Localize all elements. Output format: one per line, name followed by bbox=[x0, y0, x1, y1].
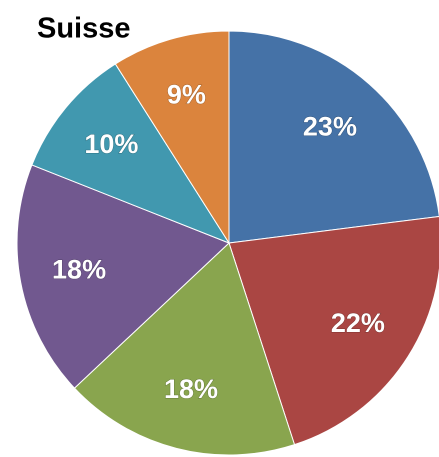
slice bbox=[228, 30, 439, 244]
pie bbox=[16, 30, 439, 456]
chart-title: Suisse bbox=[37, 13, 131, 45]
slice bbox=[228, 215, 439, 446]
slice bbox=[31, 63, 231, 245]
slice bbox=[16, 164, 230, 389]
data-label: 22% bbox=[331, 308, 385, 338]
data-label: 9% bbox=[167, 80, 206, 110]
slice bbox=[73, 242, 296, 456]
data-label: 23% bbox=[303, 112, 357, 142]
data-label: 18% bbox=[52, 255, 106, 285]
data-label: 18% bbox=[164, 374, 218, 404]
data-label: 10% bbox=[84, 129, 138, 159]
slice bbox=[114, 30, 230, 245]
